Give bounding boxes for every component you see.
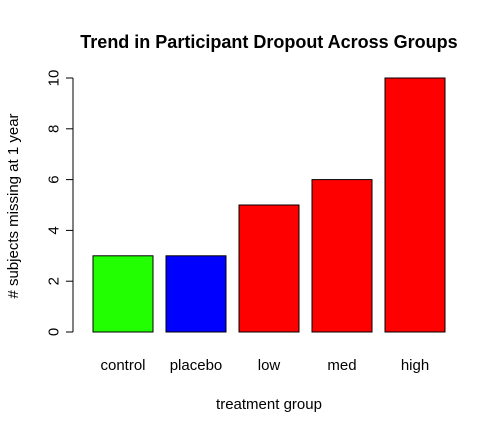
x-tick-label-placebo: placebo bbox=[170, 357, 223, 374]
y-axis: 0 2 4 6 8 10 bbox=[45, 70, 74, 336]
x-tick-label-low: low bbox=[258, 357, 281, 374]
y-tick-label: 10 bbox=[45, 70, 62, 87]
y-tick-label: 8 bbox=[45, 125, 62, 133]
bar-med bbox=[311, 179, 373, 333]
x-tick-label-med: med bbox=[327, 357, 356, 374]
bars-group bbox=[92, 77, 446, 333]
bar-low bbox=[238, 204, 300, 333]
y-tick-label: 2 bbox=[45, 277, 62, 285]
bar-control bbox=[92, 255, 154, 333]
y-tick-label: 6 bbox=[45, 175, 62, 183]
bar-placebo bbox=[165, 255, 227, 333]
y-axis-label: # subjects missing at 1 year bbox=[5, 113, 22, 298]
x-tick-label-high: high bbox=[401, 357, 429, 374]
bar-high bbox=[384, 77, 446, 333]
chart-title: Trend in Participant Dropout Across Grou… bbox=[80, 32, 457, 52]
x-axis-label: treatment group bbox=[216, 396, 322, 413]
y-tick-label: 0 bbox=[45, 328, 62, 336]
x-tick-label-control: control bbox=[100, 357, 145, 374]
y-tick-label: 4 bbox=[45, 226, 62, 234]
x-tick-labels: control placebo low med high bbox=[100, 357, 429, 374]
